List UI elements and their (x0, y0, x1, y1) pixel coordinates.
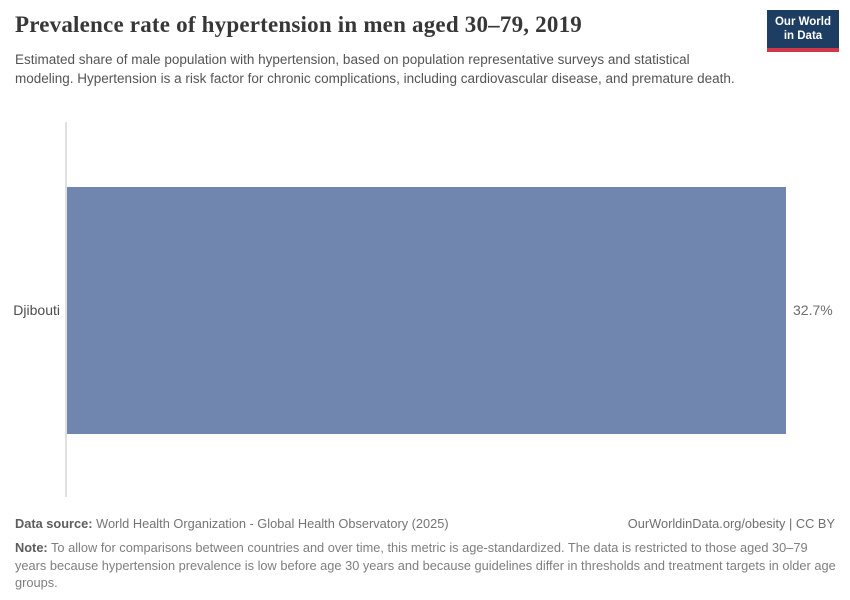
chart-footer: Data source: World Health Organization -… (15, 516, 837, 592)
note-label: Note: (15, 540, 48, 555)
bar-value-label: 32.7% (793, 302, 833, 318)
owid-logo-line2: in Data (783, 30, 823, 43)
chart-subtitle: Estimated share of male population with … (15, 52, 735, 86)
page-title: Prevalence rate of hypertension in men a… (15, 12, 582, 37)
data-source-label: Data source: (15, 516, 93, 531)
chart-note: Note: To allow for comparisons between c… (15, 539, 837, 592)
attribution-link[interactable]: OurWorldinData.org/obesity | CC BY (627, 516, 835, 531)
entity-label-djibouti: Djibouti (13, 302, 60, 318)
owid-logo-line1: Our World (774, 16, 831, 28)
data-source-text: World Health Organization - Global Healt… (96, 516, 449, 531)
data-source-line: Data source: World Health Organization -… (15, 516, 449, 531)
source-row: Data source: World Health Organization -… (15, 516, 835, 531)
note-text: To allow for comparisons between countri… (15, 540, 836, 591)
bar-djibouti[interactable] (67, 187, 786, 434)
y-axis-line (65, 122, 67, 497)
bar-track (67, 187, 786, 434)
owid-logo: Our World in Data (767, 10, 839, 52)
